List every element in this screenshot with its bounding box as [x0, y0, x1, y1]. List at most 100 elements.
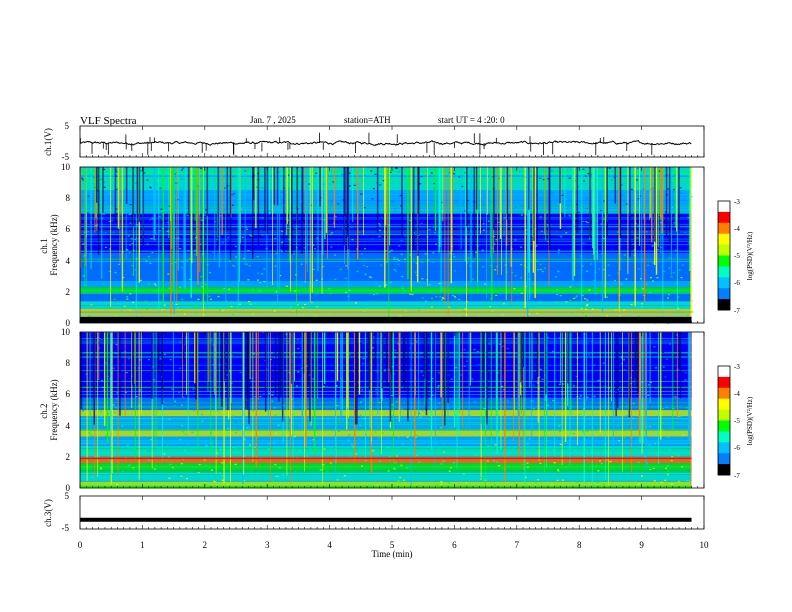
spectrogram-speckle — [286, 227, 289, 230]
spectrogram-speckle — [539, 216, 542, 218]
spectrogram-speckle — [646, 264, 649, 266]
spectrogram-speckle — [636, 167, 639, 170]
spectrogram-speckle — [637, 483, 640, 485]
spectrogram-speckle — [168, 456, 171, 458]
spectrogram-speckle — [466, 301, 469, 303]
spectrogram-speckle — [455, 200, 458, 202]
spectrogram-speckle — [579, 395, 582, 397]
spectrogram-speckle — [411, 293, 414, 296]
spectrogram-speckle — [107, 206, 110, 208]
spectrogram-speckle — [679, 187, 682, 189]
spectrogram-speckle — [431, 352, 434, 354]
spectrogram-speckle — [597, 268, 600, 270]
spectrogram-speckle — [221, 310, 224, 312]
spectrogram-speckle — [185, 210, 188, 212]
spectrogram-speckle — [630, 304, 633, 306]
spectrogram-speckle — [461, 185, 464, 188]
spectrogram-speckle — [511, 272, 514, 274]
spectrogram-speckle — [391, 404, 394, 406]
spectrogram-speckle — [448, 470, 451, 472]
spectrogram-speckle — [602, 218, 605, 220]
spectrogram-speckle — [96, 347, 99, 349]
ch2-cb-tick-minus5: -5 — [734, 417, 740, 425]
spectrogram-speckle — [586, 396, 589, 398]
spectrogram-speckle — [603, 443, 606, 446]
spectrogram-speckle — [666, 470, 669, 472]
spectrogram-speckle — [379, 413, 382, 415]
spectrogram-speckle — [642, 423, 645, 425]
spectrogram-speckle — [115, 483, 118, 485]
spectrogram-speckle — [376, 371, 379, 373]
spectrogram-speckle — [274, 265, 277, 267]
spectrogram-speckle — [682, 434, 685, 436]
spectrogram-speckle — [306, 436, 309, 438]
spectrogram-speckle — [669, 427, 672, 429]
spectrogram-speckle — [438, 402, 441, 404]
spectrogram-speckle — [280, 230, 283, 232]
spectrogram-speckle — [582, 431, 585, 433]
spectrogram-speckle — [687, 216, 690, 219]
spectrogram-speckle — [632, 402, 635, 405]
spectrogram-speckle — [83, 231, 86, 233]
spectrogram-speckle — [82, 255, 85, 257]
spectrogram-speckle — [256, 305, 259, 308]
x-tick-label: 10 — [700, 540, 710, 550]
spectrogram-speckle — [248, 265, 251, 267]
spectrogram-speckle — [473, 348, 476, 351]
spectrogram-speckle — [180, 169, 183, 171]
spectrogram-speckle — [352, 446, 355, 448]
spectrogram-speckle — [108, 460, 111, 462]
spectrogram-speckle — [248, 300, 251, 303]
spectrogram-speckle — [559, 424, 562, 426]
spectrogram-speckle — [192, 388, 195, 390]
spectrogram-speckle — [397, 259, 400, 262]
spectrogram-speckle — [112, 367, 115, 369]
spectrogram-speckle — [508, 352, 511, 354]
spectrogram-speckle — [561, 479, 564, 481]
spectrogram-speckle — [482, 266, 485, 268]
spectrogram-speckle — [664, 376, 667, 378]
ch3-waveform-ylabel: ch.3(V) — [43, 499, 53, 527]
spectrogram-speckle — [607, 264, 610, 266]
spectrogram-speckle — [603, 332, 606, 334]
spectrogram-speckle — [650, 356, 653, 358]
spectrogram-speckle — [350, 226, 353, 228]
spectrogram-speckle — [280, 379, 283, 381]
spectrogram-speckle — [166, 230, 169, 232]
spectrogram-speckle — [435, 306, 438, 309]
spectrogram-speckle — [622, 208, 625, 210]
spectrogram-speckle — [478, 422, 481, 424]
spectrogram-speckle — [429, 398, 432, 400]
spectrogram-speckle — [564, 467, 567, 469]
colorbar-step — [718, 201, 730, 213]
spectrogram-speckle — [463, 365, 466, 367]
spectrogram-speckle — [430, 172, 433, 174]
spectrogram-speckle — [388, 424, 391, 427]
spectrogram-speckle — [590, 263, 593, 265]
spectrogram-band — [80, 293, 692, 302]
spectrogram-speckle — [578, 414, 581, 416]
spectrogram-speckle — [100, 440, 103, 443]
spectrogram-speckle — [477, 364, 480, 366]
spectrogram-speckle — [245, 226, 248, 228]
spectrogram-speckle — [356, 270, 359, 273]
spectrogram-speckle — [538, 233, 541, 235]
spectrogram-speckle — [390, 249, 393, 251]
ch2-cb-tick-minus4: -4 — [734, 390, 740, 398]
spectrogram-speckle — [250, 433, 253, 435]
spectrogram-speckle — [168, 418, 171, 421]
spectrogram-speckle — [277, 424, 280, 426]
spectrogram-speckle — [514, 275, 517, 277]
spectrogram-speckle — [161, 214, 164, 216]
spectrogram-speckle — [681, 264, 684, 266]
spectrogram-speckle — [160, 208, 163, 210]
spectrogram-speckle — [525, 214, 528, 216]
spectrogram-speckle — [632, 243, 635, 245]
spectrogram-speckle — [583, 180, 586, 182]
spectrogram-speckle — [378, 285, 381, 287]
spectrogram-speckle — [667, 188, 670, 190]
spectrogram-speckle — [132, 301, 135, 304]
spectrogram-speckle — [409, 347, 412, 349]
colorbar-step — [718, 244, 730, 256]
spectrogram-speckle — [107, 413, 110, 415]
